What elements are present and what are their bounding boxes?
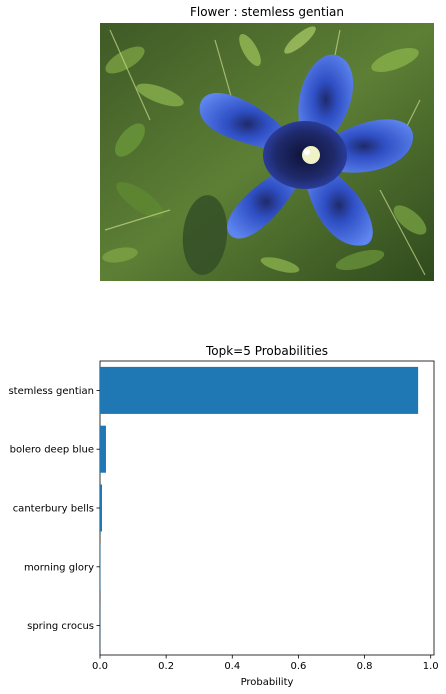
y-tick-label: morning glory: [24, 562, 94, 573]
x-tick-label: 0.6: [290, 661, 306, 672]
y-tick-label: canterbury bells: [13, 504, 94, 515]
x-tick-label: 0.8: [357, 661, 373, 672]
x-axis-label: Probability: [241, 677, 294, 688]
x-tick-label: 1.0: [423, 661, 439, 672]
chart-title: Topk=5 Probabilities: [205, 344, 328, 358]
x-tick-label: 0.0: [92, 661, 108, 672]
x-tick-label: 0.4: [224, 661, 240, 672]
bar-stemless-gentian: [100, 366, 419, 414]
bar-bolero-deep-blue: [100, 425, 106, 473]
y-tick-label: bolero deep blue: [10, 445, 94, 456]
x-axis: 0.0 0.2 0.4 0.6 0.8 1.0: [92, 655, 439, 672]
flower-photo: [100, 23, 434, 281]
y-tick-label: stemless gentian: [8, 386, 94, 397]
bar-canterbury-bells: [100, 484, 102, 532]
x-tick-label: 0.2: [158, 661, 174, 672]
bars: [100, 366, 419, 650]
image-title: Flower : stemless gentian: [190, 5, 344, 19]
y-tick-label: spring crocus: [27, 621, 94, 632]
y-axis: stemless gentian bolero deep blue canterbu…: [8, 386, 100, 632]
